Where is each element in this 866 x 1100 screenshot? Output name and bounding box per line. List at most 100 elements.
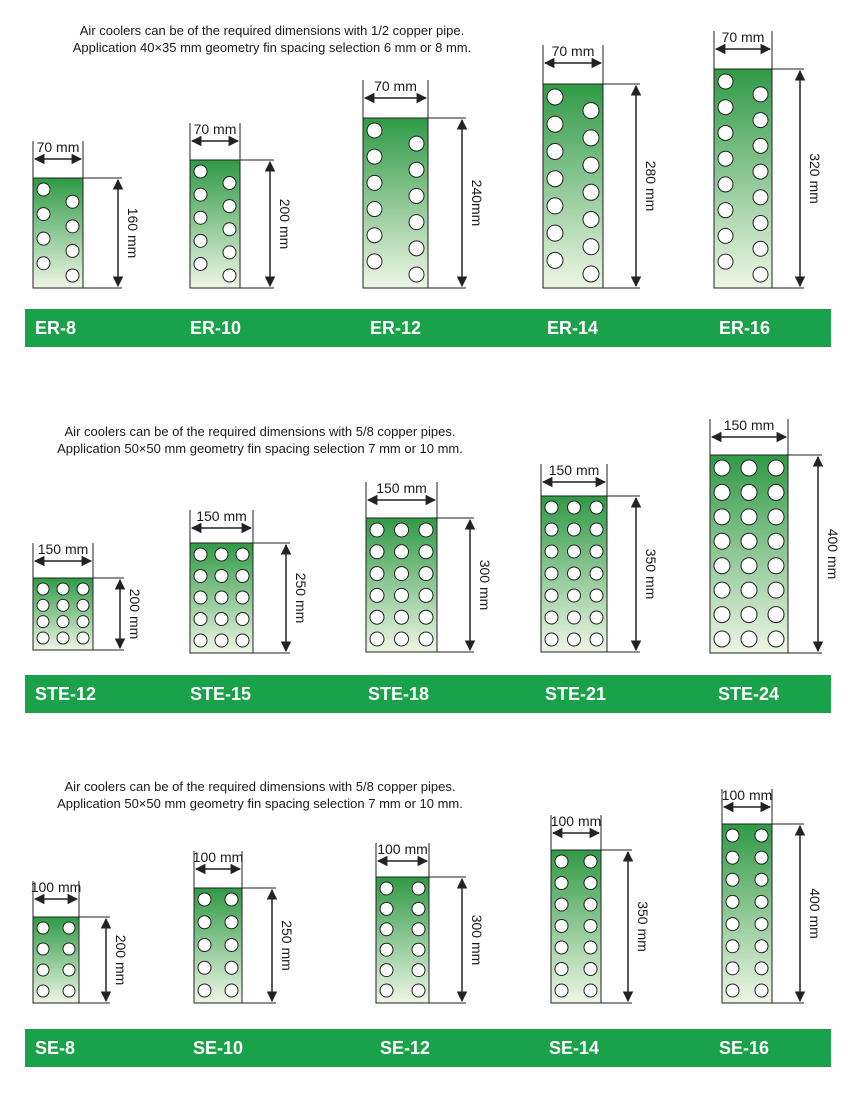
tube-hole bbox=[65, 268, 80, 283]
tube-hole bbox=[65, 243, 80, 258]
tube-hole bbox=[76, 598, 90, 612]
tube-hole bbox=[567, 522, 581, 537]
model-label-ste-18: STE-18 bbox=[368, 684, 430, 704]
tube-hole bbox=[582, 156, 600, 174]
height-label: 240mm bbox=[469, 180, 485, 227]
tube-hole bbox=[366, 201, 383, 218]
tube-hole bbox=[408, 135, 425, 152]
tube-hole bbox=[193, 187, 208, 202]
tube-hole bbox=[713, 557, 731, 575]
tube-hole bbox=[544, 588, 559, 603]
width-label: 100 mm bbox=[31, 879, 82, 895]
tube-hole bbox=[214, 569, 229, 583]
tube-hole bbox=[752, 215, 769, 232]
tube-hole bbox=[725, 894, 740, 909]
tube-hole bbox=[713, 508, 731, 526]
tube-hole bbox=[62, 963, 76, 977]
tube-hole bbox=[193, 590, 208, 605]
height-label: 300 mm bbox=[477, 560, 493, 611]
section-3-model-bar: SE-8 SE-10 SE-12 SE-14 SE-16 bbox=[25, 1029, 831, 1067]
tube-hole bbox=[717, 99, 734, 116]
tube-hole bbox=[752, 86, 769, 103]
tube-hole bbox=[583, 919, 598, 933]
tube-hole bbox=[418, 566, 434, 582]
tube-hole bbox=[418, 631, 434, 647]
tube-hole bbox=[767, 606, 785, 624]
width-label: 100 mm bbox=[722, 787, 773, 803]
tube-hole bbox=[193, 633, 208, 648]
tube-hole bbox=[546, 88, 564, 106]
tube-hole bbox=[418, 609, 434, 625]
width-label: 150 mm bbox=[549, 462, 600, 478]
tube-hole bbox=[369, 566, 385, 582]
tube-hole bbox=[754, 828, 769, 843]
width-label: 70 mm bbox=[374, 78, 417, 94]
tube-hole bbox=[589, 588, 604, 603]
model-label-ste-21: STE-21 bbox=[545, 684, 607, 704]
coil-body bbox=[721, 823, 773, 1004]
section-3-description: Air coolers can be of the required dimen… bbox=[57, 779, 463, 811]
tube-hole bbox=[554, 876, 569, 890]
tube-hole bbox=[366, 122, 383, 139]
tube-hole bbox=[366, 227, 383, 244]
model-label-er-14: ER-14 bbox=[547, 318, 599, 338]
tube-hole bbox=[224, 983, 239, 998]
tube-hole bbox=[36, 182, 51, 197]
tube-hole bbox=[411, 963, 426, 978]
tube-hole bbox=[544, 522, 559, 537]
coil-body bbox=[365, 517, 438, 653]
tube-hole bbox=[193, 233, 208, 248]
tube-hole bbox=[193, 256, 208, 271]
tube-hole bbox=[582, 183, 600, 201]
tube-hole bbox=[379, 922, 394, 937]
tube-hole bbox=[752, 163, 769, 180]
tube-hole bbox=[56, 631, 70, 645]
tube-hole bbox=[554, 854, 569, 869]
tube-hole bbox=[554, 940, 569, 955]
tube-hole bbox=[222, 222, 237, 237]
tube-hole bbox=[752, 137, 769, 154]
tube-hole bbox=[36, 921, 50, 935]
tube-hole bbox=[754, 872, 769, 887]
tube-hole bbox=[767, 581, 785, 599]
model-label-er-8: ER-8 bbox=[35, 318, 77, 338]
model-label-se-16: SE-16 bbox=[719, 1038, 770, 1058]
tube-hole bbox=[554, 983, 569, 998]
section-2-description: Air coolers can be of the required dimen… bbox=[57, 424, 463, 456]
width-label: 70 mm bbox=[194, 121, 237, 137]
tube-hole bbox=[379, 881, 394, 896]
tube-hole bbox=[36, 256, 51, 271]
tube-hole bbox=[76, 582, 90, 596]
tube-hole bbox=[411, 942, 426, 957]
tube-hole bbox=[62, 984, 76, 998]
tube-hole bbox=[36, 631, 50, 645]
coil-body bbox=[375, 876, 430, 1004]
tube-hole bbox=[589, 522, 604, 537]
tube-hole bbox=[717, 73, 734, 90]
tube-hole bbox=[582, 211, 600, 229]
tube-hole bbox=[366, 253, 383, 270]
tube-hole bbox=[222, 176, 237, 191]
tube-hole bbox=[725, 917, 740, 932]
tube-hole bbox=[193, 569, 208, 583]
tube-hole bbox=[408, 161, 425, 178]
tube-hole bbox=[567, 500, 581, 515]
height-label: 350 mm bbox=[643, 549, 659, 600]
tube-hole bbox=[582, 238, 600, 256]
tube-hole bbox=[235, 547, 250, 562]
tube-hole bbox=[567, 588, 581, 603]
tube-hole bbox=[546, 224, 564, 242]
tube-hole bbox=[740, 557, 758, 575]
tube-hole bbox=[411, 881, 426, 896]
tube-hole bbox=[56, 598, 70, 612]
width-label: 100 mm bbox=[551, 813, 602, 829]
tube-hole bbox=[767, 459, 785, 477]
tube-hole bbox=[546, 142, 564, 160]
tube-hole bbox=[56, 615, 70, 629]
tube-hole bbox=[36, 207, 51, 222]
tube-hole bbox=[366, 174, 383, 191]
tube-hole bbox=[408, 266, 425, 283]
height-label: 160 mm bbox=[125, 208, 141, 259]
tube-hole bbox=[235, 633, 250, 648]
tube-hole bbox=[725, 939, 740, 954]
